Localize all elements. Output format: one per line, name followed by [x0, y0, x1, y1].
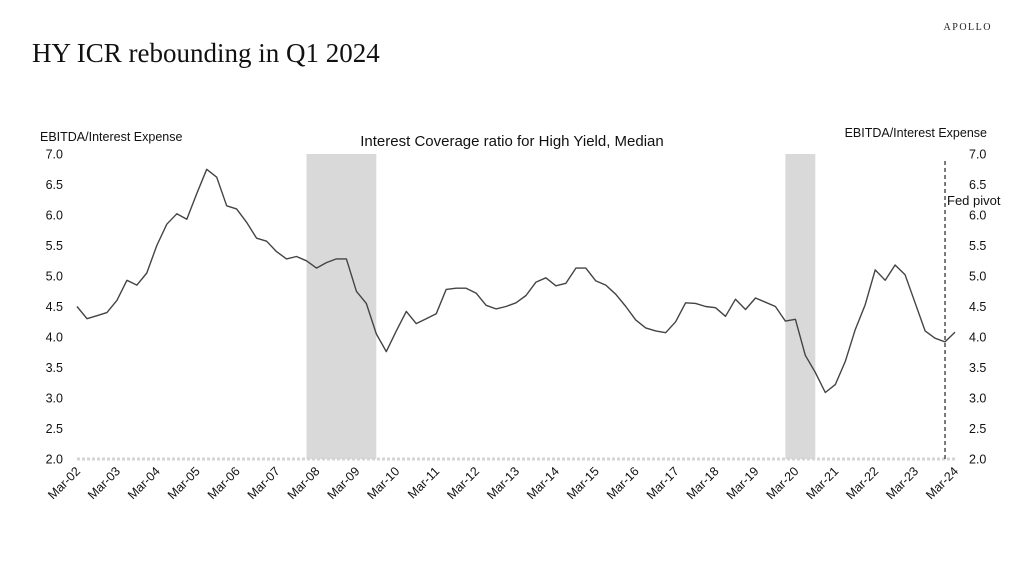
y-axis-right-ticks: 2.0 2.5 3.0 3.5 4.0 4.5 5.0 5.5 6.0 6.5 7.0 [969, 148, 986, 467]
x-tick-label: Mar-17 [644, 464, 682, 502]
y-tick-label: 6.5 [969, 178, 986, 192]
x-axis-ticks: Mar-02 Mar-03 Mar-04 Mar-05 Mar-06 Mar-07 Mar-… [45, 464, 961, 502]
y-tick-label: 3.5 [969, 361, 986, 375]
y-tick-label: 5.5 [46, 239, 63, 253]
y-tick-label: 5.0 [969, 270, 986, 284]
x-tick-label: Mar-07 [245, 464, 283, 502]
x-tick-label: Mar-16 [604, 464, 642, 502]
fed-pivot-label: Fed pivot [947, 193, 1001, 208]
recession-band [785, 154, 816, 459]
x-tick-label: Mar-21 [803, 464, 841, 502]
x-tick-label: Mar-11 [405, 464, 442, 501]
x-tick-label: Mar-06 [205, 464, 243, 502]
y-tick-label: 6.0 [969, 209, 986, 223]
recession-band [306, 154, 377, 459]
chart-title: Interest Coverage ratio for High Yield, … [360, 133, 664, 150]
page-title: HY ICR rebounding in Q1 2024 [32, 38, 380, 68]
x-tick-label: Mar-04 [125, 464, 163, 502]
x-tick-label: Mar-23 [883, 464, 921, 502]
y-axis-left-label: EBITDA/Interest Expense [40, 130, 182, 144]
x-tick-label: Mar-22 [843, 464, 881, 502]
x-tick-label: Mar-09 [325, 464, 363, 502]
y-axis-left-ticks: 2.0 2.5 3.0 3.5 4.0 4.5 5.0 5.5 6.0 6.5 7.0 [46, 148, 63, 467]
y-tick-label: 2.0 [969, 453, 986, 467]
x-tick-label: Mar-19 [724, 464, 762, 502]
brand-logo: APOLLO [943, 22, 992, 33]
x-tick-label: Mar-08 [285, 464, 323, 502]
x-tick-label: Mar-10 [364, 464, 402, 502]
x-tick-label: Mar-05 [165, 464, 203, 502]
y-tick-label: 6.0 [46, 209, 63, 223]
recession-shading-group [306, 154, 816, 459]
x-tick-label: Mar-15 [564, 464, 602, 502]
y-tick-label: 6.5 [46, 178, 63, 192]
y-tick-label: 4.0 [969, 331, 986, 345]
y-axis-right-label: EBITDA/Interest Expense [845, 126, 987, 140]
y-tick-label: 2.5 [969, 422, 986, 436]
y-tick-label: 7.0 [969, 148, 986, 162]
x-tick-label: Mar-02 [45, 464, 83, 502]
x-tick-label: Mar-18 [684, 464, 722, 502]
y-tick-label: 4.0 [46, 331, 63, 345]
series-line [76, 168, 956, 394]
x-tick-label: Mar-12 [444, 464, 482, 502]
y-tick-label: 4.5 [46, 300, 63, 314]
y-tick-label: 2.5 [46, 422, 63, 436]
y-tick-label: 3.5 [46, 361, 63, 375]
y-tick-label: 5.0 [46, 270, 63, 284]
y-tick-label: 3.0 [969, 392, 986, 406]
x-tick-label: Mar-20 [764, 464, 802, 502]
x-tick-label: Mar-13 [484, 464, 522, 502]
y-tick-label: 5.5 [969, 239, 986, 253]
x-tick-label: Mar-03 [85, 464, 123, 502]
y-tick-label: 4.5 [969, 300, 986, 314]
x-tick-label: Mar-14 [524, 464, 562, 502]
annotation-layer: Fed pivot [944, 161, 1001, 459]
y-tick-label: 7.0 [46, 148, 63, 162]
y-tick-label: 3.0 [46, 392, 63, 406]
y-tick-label: 2.0 [46, 453, 63, 467]
x-tick-label: Mar-24 [923, 464, 961, 502]
